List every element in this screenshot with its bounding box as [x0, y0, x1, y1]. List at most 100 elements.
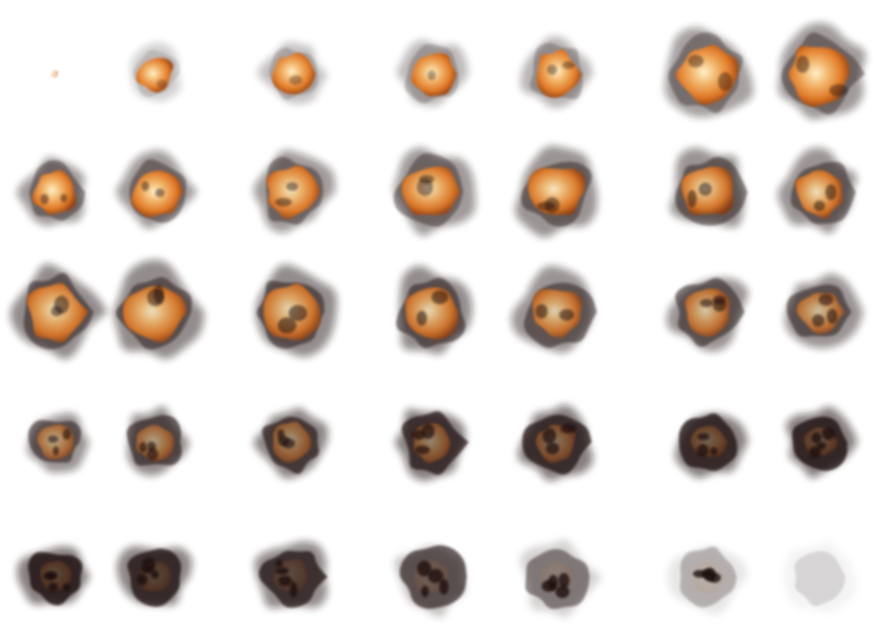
smoke-pocket: [813, 200, 825, 212]
smoke-pocket: [701, 569, 714, 579]
smoke-pocket: [697, 433, 710, 441]
explosion-frame-10: [232, 132, 352, 252]
smoke-pocket: [137, 573, 148, 586]
smoke-pocket: [288, 305, 308, 322]
explosion-frame-4: [372, 14, 492, 134]
smoke-pocket: [697, 444, 709, 457]
smoke-pocket: [155, 188, 165, 198]
smoke-pocket: [712, 295, 726, 305]
fire-core: [272, 53, 316, 95]
smoke-pocket: [416, 310, 427, 326]
smoke-pocket: [150, 570, 159, 579]
smoke-pocket: [688, 54, 704, 68]
explosion-frame-12: [497, 132, 617, 252]
smoke-pocket: [812, 314, 825, 327]
smoke-pocket: [421, 585, 429, 598]
explosion-frame-5: [497, 14, 617, 134]
explosion-frame-25: [372, 382, 492, 502]
smoke-pocket: [698, 182, 712, 196]
smoke-pocket: [818, 293, 833, 306]
smoke-pocket: [153, 284, 164, 304]
smoke-pocket: [43, 572, 56, 581]
smoke-pocket: [275, 559, 283, 567]
smoke-pocket: [796, 55, 810, 73]
smoke-pocket: [62, 428, 71, 440]
smoke-pocket: [558, 573, 570, 589]
smoke-pocket: [416, 178, 434, 196]
smoke-pocket: [547, 64, 558, 75]
smoke-pocket: [562, 61, 575, 69]
smoke-pocket: [560, 423, 576, 434]
smoke-pocket: [282, 438, 295, 449]
smoke-pocket: [275, 197, 292, 207]
smoke-pocket: [277, 429, 285, 440]
smoke-pocket: [427, 70, 436, 81]
explosion-frame-29: [0, 517, 115, 637]
smoke-pocket: [156, 79, 167, 89]
explosion-frame-34: [648, 517, 768, 637]
smoke-pocket: [825, 184, 837, 201]
explosion-frame-28: [760, 382, 880, 502]
smoke-pocket: [48, 582, 58, 592]
smoke-pocket: [687, 190, 697, 208]
smoke-pocket: [278, 575, 292, 586]
smoke-pocket: [544, 197, 560, 213]
explosion-frame-7: [760, 14, 880, 134]
smoke-pocket: [414, 445, 430, 455]
smoke-pocket: [52, 446, 59, 456]
explosion-frame-2: [95, 14, 215, 134]
smoke-pocket: [535, 304, 548, 319]
explosion-frame-1: [0, 14, 115, 134]
smoke-pocket: [275, 567, 289, 575]
smoke-pocket: [822, 427, 835, 440]
explosion-frame-20: [648, 252, 768, 372]
smoke-pocket: [826, 308, 838, 324]
explosion-frame-23: [95, 382, 215, 502]
smoke-pocket: [40, 193, 49, 205]
smoke-pocket: [555, 585, 570, 599]
smoke-pocket: [545, 442, 560, 455]
explosion-frame-22: [0, 382, 115, 502]
smoke-pocket: [809, 446, 822, 458]
smoke-pocket: [50, 306, 63, 317]
smoke-pocket: [60, 194, 68, 203]
smoke-pocket: [829, 84, 848, 97]
fire-core: [536, 49, 582, 98]
explosion-frame-13: [648, 132, 768, 252]
smoke-pocket: [142, 557, 156, 572]
smoke-pocket: [816, 442, 826, 450]
explosion-frame-8: [0, 132, 115, 252]
fire-core: [122, 286, 187, 343]
explosion-frame-17: [232, 252, 352, 372]
smoke-pocket: [559, 309, 575, 321]
explosion-frame-15: [0, 252, 115, 372]
smoke-pocket: [289, 581, 298, 598]
fire-core: [136, 425, 175, 462]
fire-core: [795, 170, 843, 219]
explosion-frame-24: [232, 382, 352, 502]
smoke-pocket: [542, 428, 557, 444]
smoke-pocket: [146, 448, 159, 461]
smoke-pocket: [700, 298, 714, 308]
explosion-frame-35: [760, 517, 880, 637]
explosion-frame-32: [372, 517, 492, 637]
smoke-body: [794, 551, 846, 607]
smoke-pocket: [421, 423, 435, 439]
smoke-pocket: [710, 447, 718, 456]
explosion-frame-30: [95, 517, 215, 637]
smoke-pocket: [62, 583, 71, 592]
fire-core: [532, 289, 583, 338]
explosion-frame-27: [648, 382, 768, 502]
smoke-pocket: [417, 560, 432, 577]
smoke-pocket: [431, 290, 449, 305]
smoke-pocket: [811, 432, 822, 444]
smoke-pocket: [289, 75, 303, 85]
explosion-frame-18: [372, 252, 492, 372]
smoke-pocket: [427, 568, 444, 584]
explosion-frame-26: [497, 382, 617, 502]
smoke-pocket: [439, 578, 449, 595]
explosion-frame-9: [95, 132, 215, 252]
explosion-frame-16: [95, 252, 215, 372]
smoke-pocket: [277, 317, 297, 334]
explosion-frame-33: [497, 517, 617, 637]
